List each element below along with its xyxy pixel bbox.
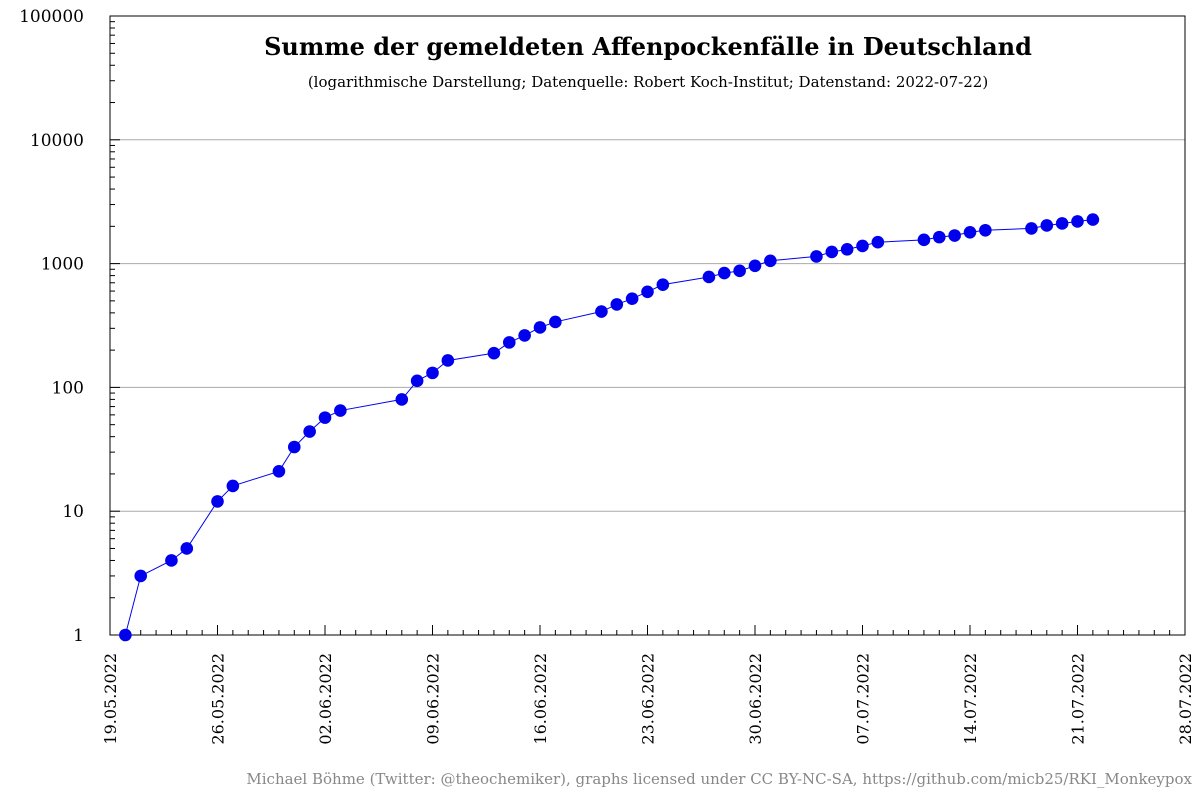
data-point [917, 233, 931, 247]
data-point [426, 366, 439, 380]
y-tick-label: 1000 [41, 255, 84, 275]
axis-ticks [109, 15, 1186, 636]
data-point [979, 223, 992, 237]
data-point [840, 243, 854, 256]
data-point [733, 264, 746, 278]
data-point [180, 542, 194, 555]
data-point [549, 315, 562, 329]
data-point [1055, 217, 1069, 230]
data-point [487, 346, 501, 360]
data-point [948, 229, 961, 242]
data-point [165, 554, 178, 567]
data-point [303, 425, 316, 438]
data-point [134, 569, 148, 583]
data-point [825, 245, 839, 259]
data-point [871, 235, 885, 249]
y-tick-label: 100000 [19, 7, 84, 27]
data-point [272, 465, 286, 478]
data-point [518, 329, 531, 342]
y-tick-label: 10 [62, 502, 84, 522]
y-tick-label: 10000 [30, 131, 84, 151]
data-point [318, 411, 332, 424]
data-point [287, 440, 301, 454]
x-tick-label: 02.06.2022 [316, 653, 335, 745]
data-point [119, 628, 132, 642]
data-point [1086, 213, 1100, 226]
data-point [656, 278, 670, 291]
data-point [810, 250, 823, 263]
data-series [119, 213, 1100, 642]
x-tick-label: 09.06.2022 [424, 653, 443, 745]
data-point [748, 259, 762, 273]
data-point [1071, 215, 1084, 228]
data-point [1040, 219, 1054, 232]
x-tick-label: 16.06.2022 [531, 653, 550, 745]
y-tick-label: 1 [73, 626, 84, 646]
data-point [226, 479, 240, 493]
x-tick-label: 28.07.2022 [1176, 653, 1195, 745]
series-line [124, 219, 1093, 636]
data-point [764, 254, 777, 268]
data-point [595, 305, 608, 318]
data-point [625, 292, 639, 305]
data-point [963, 225, 977, 239]
data-point [334, 404, 347, 417]
data-point [533, 321, 547, 334]
data-point [702, 270, 716, 284]
x-tick-label: 26.05.2022 [209, 653, 228, 745]
credit-line: Michael Böhme (Twitter: @theochemiker), … [246, 770, 1192, 788]
data-point [395, 393, 409, 406]
y-tick-label: 100 [52, 378, 84, 398]
data-point [717, 266, 731, 280]
x-tick-label: 23.06.2022 [639, 653, 658, 745]
data-point [502, 336, 516, 349]
grid-lines [110, 139, 1185, 512]
plot-frame [109, 15, 1186, 636]
x-axis-labels: 19.05.2022 26.05.2022 02.06.2022 09.06.2022… [101, 653, 1195, 745]
x-tick-label: 07.07.2022 [854, 653, 873, 745]
x-tick-label: 30.06.2022 [746, 653, 765, 745]
chart-subtitle: (logarithmische Darstellung; Datenquelle… [308, 73, 988, 91]
x-tick-label: 14.07.2022 [961, 653, 980, 745]
data-point [641, 285, 654, 299]
data-point [610, 298, 624, 311]
x-tick-label: 21.07.2022 [1069, 653, 1088, 745]
data-point [441, 354, 455, 367]
chart-title: Summe der gemeldeten Affenpockenfälle in… [264, 32, 1032, 61]
data-point [856, 239, 869, 253]
data-point [410, 374, 424, 388]
data-point [932, 230, 946, 244]
data-point [211, 495, 224, 508]
x-tick-label: 19.05.2022 [101, 653, 120, 745]
data-point [1025, 222, 1038, 235]
y-axis-labels: 1 10 100 1000 10000 100000 [19, 7, 84, 646]
